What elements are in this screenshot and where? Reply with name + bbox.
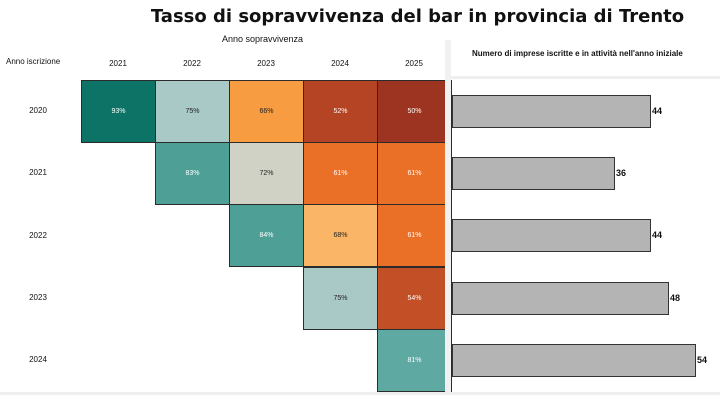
bar-value-2020: 44 [652, 105, 663, 116]
heatmap-cell-2024-2025: 81% [377, 329, 452, 392]
x-axis-title: Anno sopravvivenza [222, 34, 304, 44]
bar-2022 [452, 219, 651, 252]
chart-title: Tasso di sopravvivenza del bar in provin… [150, 6, 685, 27]
heatmap-cell-2022-2023: 84% [229, 204, 304, 267]
column-label-2023: 2023 [257, 59, 275, 68]
column-label-2025: 2025 [405, 59, 423, 68]
heatmap-cell-2020-2021: 93% [81, 80, 156, 143]
heatmap-cell-2020-2025: 50% [377, 80, 452, 143]
heatmap-cell-2023-2025: 54% [377, 267, 452, 330]
heatmap-cell-2021-2024: 61% [303, 142, 378, 205]
heatmap-cell-2023-2024: 75% [303, 267, 378, 330]
bar-2024 [452, 344, 696, 377]
bar-2023 [452, 282, 669, 315]
bar-chart-title: Numero di imprese iscritte e in attività… [472, 49, 683, 58]
row-label-2023: 2023 [29, 293, 47, 302]
heatmap-cell-2021-2022: 83% [155, 142, 230, 205]
heatmap-cell-2022-2025: 61% [377, 204, 452, 267]
column-label-2022: 2022 [183, 59, 201, 68]
y-axis-title: Anno iscrizione [6, 57, 61, 66]
bar-value-2021: 36 [616, 167, 627, 178]
column-label-2024: 2024 [331, 59, 349, 68]
bar-value-2023: 48 [670, 292, 681, 303]
heatmap-cell-2020-2022: 75% [155, 80, 230, 143]
row-label-2024: 2024 [29, 355, 47, 364]
bar-2020 [452, 95, 651, 128]
bar-value-2024: 54 [697, 354, 708, 365]
panel-separator [445, 40, 451, 392]
bar-2021 [452, 157, 615, 190]
heatmap-cell-2020-2024: 52% [303, 80, 378, 143]
heatmap-cell-2021-2023: 72% [229, 142, 304, 205]
heatmap-cell-2022-2024: 68% [303, 204, 378, 267]
bar-value-2022: 44 [652, 229, 663, 240]
row-label-2020: 2020 [29, 106, 47, 115]
row-label-2021: 2021 [29, 168, 47, 177]
heatmap-cell-2021-2025: 61% [377, 142, 452, 205]
panel-header-divider [451, 76, 720, 79]
column-label-2021: 2021 [109, 59, 127, 68]
row-label-2022: 2022 [29, 231, 47, 240]
bottom-divider [0, 392, 720, 395]
heatmap-cell-2020-2023: 66% [229, 80, 304, 143]
